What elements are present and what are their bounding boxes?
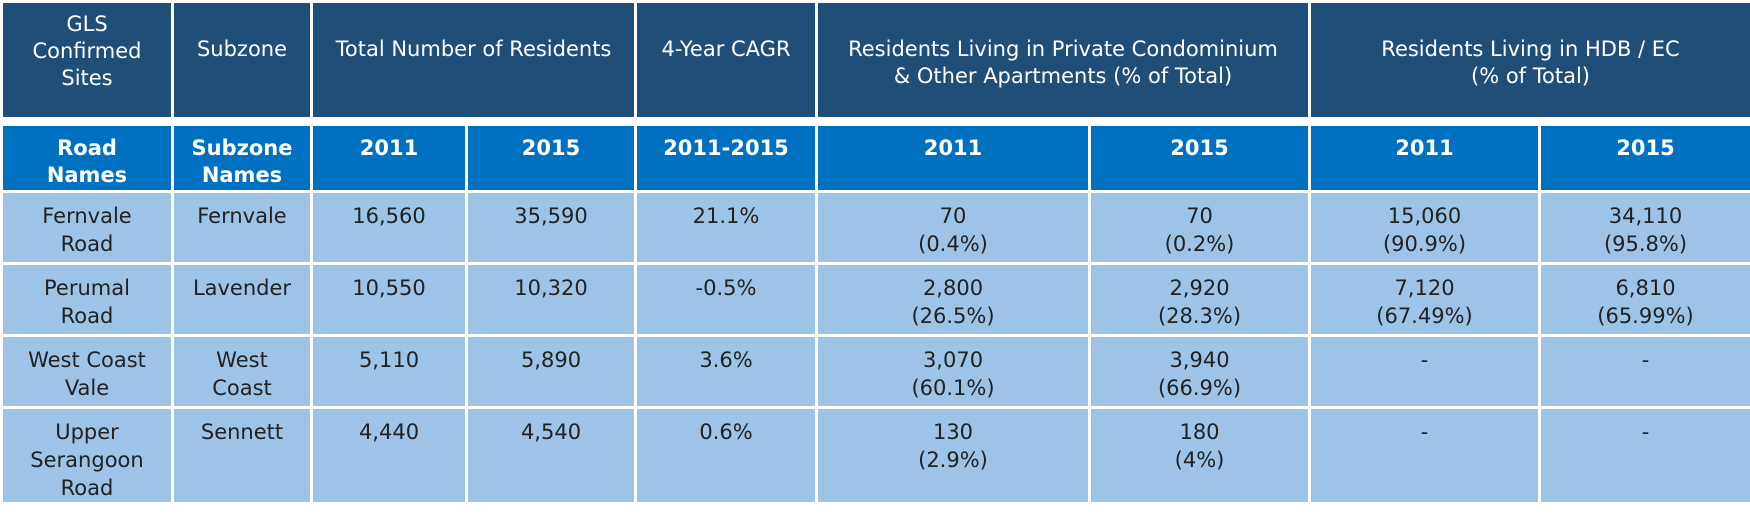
hdb-2011-cell: 15,060 (90.9%): [1308, 190, 1541, 265]
private-2015-cell: 180 (4%): [1088, 406, 1311, 505]
residents-table-container: GLS Confirmed Sites Subzone Total Number…: [0, 0, 1750, 505]
header-cagr: 4-Year CAGR: [634, 0, 818, 120]
hdb-2015-cell: -: [1537, 406, 1750, 505]
header-cagr-range: 2011-2015: [634, 123, 818, 193]
cagr-cell: -0.5%: [634, 262, 818, 337]
total-2015-cell: 4,540: [465, 406, 637, 505]
road-name-cell: West Coast Vale: [0, 334, 174, 409]
total-2015-cell: 10,320: [465, 262, 637, 337]
residents-table: GLS Confirmed Sites Subzone Total Number…: [0, 0, 1750, 505]
total-2011-cell: 5,110: [310, 334, 468, 409]
total-2011-cell: 10,550: [310, 262, 468, 337]
road-name-cell: Perumal Road: [0, 262, 174, 337]
total-2011-cell: 16,560: [310, 190, 468, 265]
cagr-cell: 3.6%: [634, 334, 818, 409]
hdb-2011-cell: 7,120 (67.49%): [1308, 262, 1541, 337]
cagr-cell: 0.6%: [634, 406, 818, 505]
header-row-top: GLS Confirmed Sites Subzone Total Number…: [0, 0, 1750, 120]
private-2015-cell: 2,920 (28.3%): [1088, 262, 1311, 337]
private-2011-cell: 3,070 (60.1%): [815, 334, 1091, 409]
cagr-cell: 21.1%: [634, 190, 818, 265]
table-row: West Coast Vale West Coast 5,110 5,890 3…: [0, 334, 1750, 409]
subzone-cell: West Coast: [171, 334, 313, 409]
private-2011-cell: 130 (2.9%): [815, 406, 1091, 505]
private-2011-cell: 2,800 (26.5%): [815, 262, 1091, 337]
header-hdb-2011: 2011: [1308, 123, 1541, 193]
header-hdb-residents: Residents Living in HDB / EC (% of Total…: [1307, 0, 1750, 120]
hdb-2011-cell: -: [1308, 334, 1541, 409]
table-row: Perumal Road Lavender 10,550 10,320 -0.5…: [0, 262, 1750, 337]
header-gap: [1, 118, 1750, 125]
header-private-2011: 2011: [815, 123, 1091, 193]
table-row: Fernvale Road Fernvale 16,560 35,590 21.…: [0, 190, 1750, 265]
header-row-sub: Road Names Subzone Names 2011 2015 2011-…: [0, 123, 1750, 193]
total-2015-cell: 35,590: [465, 190, 637, 265]
total-2015-cell: 5,890: [465, 334, 637, 409]
road-name-cell: Upper Serangoon Road: [0, 406, 174, 505]
header-gls-sites: GLS Confirmed Sites: [0, 0, 174, 120]
hdb-2015-cell: -: [1537, 334, 1750, 409]
private-2015-cell: 70 (0.2%): [1088, 190, 1311, 265]
header-subzone: Subzone: [171, 0, 313, 120]
subzone-cell: Lavender: [171, 262, 313, 337]
header-private-residents: Residents Living in Private Condominium …: [815, 0, 1311, 120]
hdb-2015-cell: 6,810 (65.99%): [1537, 262, 1750, 337]
subzone-cell: Sennett: [171, 406, 313, 505]
header-road-names: Road Names: [0, 123, 174, 193]
private-2015-cell: 3,940 (66.9%): [1088, 334, 1311, 409]
hdb-2011-cell: -: [1308, 406, 1541, 505]
total-2011-cell: 4,440: [310, 406, 468, 505]
hdb-2015-cell: 34,110 (95.8%): [1537, 190, 1750, 265]
road-name-cell: Fernvale Road: [0, 190, 174, 265]
header-private-2015: 2015: [1088, 123, 1311, 193]
header-total-2011: 2011: [310, 123, 468, 193]
subzone-cell: Fernvale: [171, 190, 313, 265]
table-row: Upper Serangoon Road Sennett 4,440 4,540…: [0, 406, 1750, 505]
private-2011-cell: 70 (0.4%): [815, 190, 1091, 265]
header-total-2015: 2015: [465, 123, 637, 193]
header-hdb-2015: 2015: [1537, 123, 1750, 193]
header-total-residents: Total Number of Residents: [310, 0, 637, 120]
header-subzone-names: Subzone Names: [171, 123, 313, 193]
